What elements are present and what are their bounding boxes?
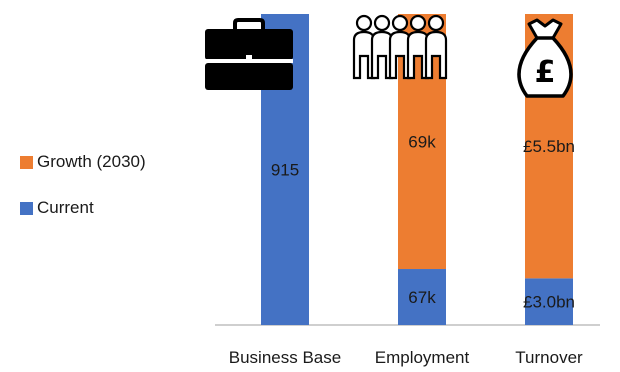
legend-item-current: Current bbox=[20, 196, 146, 220]
legend-swatch-growth bbox=[20, 155, 33, 169]
category-label: Turnover bbox=[515, 348, 583, 367]
bar-current-2 bbox=[525, 278, 573, 325]
people-icon bbox=[352, 14, 448, 80]
legend-swatch-current bbox=[20, 201, 33, 215]
data-label: 69k bbox=[408, 133, 436, 152]
briefcase-icon bbox=[205, 18, 293, 90]
legend-label-current: Current bbox=[37, 198, 94, 217]
labels-group: 915 67k 69k £3.0bn £5.5bn bbox=[271, 133, 575, 312]
legend: Growth (2030) Current bbox=[20, 150, 146, 242]
data-label: £5.5bn bbox=[523, 137, 575, 156]
data-label: 915 bbox=[271, 161, 299, 180]
data-label: £3.0bn bbox=[523, 293, 575, 312]
legend-label-growth: Growth (2030) bbox=[37, 152, 146, 171]
bar-current-1 bbox=[398, 269, 446, 325]
money-bag-icon: £ bbox=[517, 18, 573, 98]
legend-item-growth: Growth (2030) bbox=[20, 150, 146, 174]
svg-text:£: £ bbox=[535, 55, 556, 90]
data-label: 67k bbox=[408, 288, 436, 307]
category-label: Business Base bbox=[229, 348, 341, 367]
category-label: Employment bbox=[375, 348, 470, 367]
